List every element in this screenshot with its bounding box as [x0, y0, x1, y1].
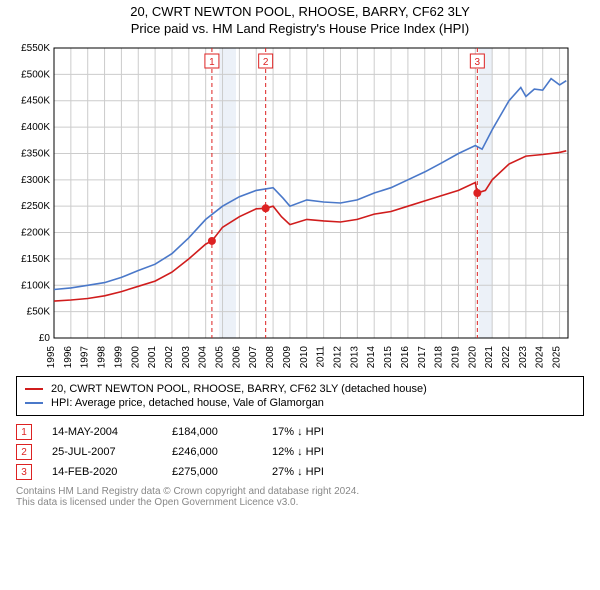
svg-text:2004: 2004	[198, 346, 209, 369]
table-row: 1 14-MAY-2004 £184,000 17% ↓ HPI	[16, 424, 584, 440]
svg-text:£250K: £250K	[21, 201, 50, 212]
svg-text:2012: 2012	[332, 346, 343, 369]
svg-text:1998: 1998	[97, 346, 108, 369]
svg-text:1: 1	[209, 57, 215, 68]
transaction-table: 1 14-MAY-2004 £184,000 17% ↓ HPI 2 25-JU…	[16, 424, 584, 480]
tx-date: 14-FEB-2020	[52, 466, 172, 478]
svg-text:2: 2	[263, 57, 269, 68]
title-line1: 20, CWRT NEWTON POOL, RHOOSE, BARRY, CF6…	[6, 4, 594, 19]
svg-text:1997: 1997	[80, 346, 91, 369]
svg-text:£300K: £300K	[21, 175, 50, 186]
svg-text:£350K: £350K	[21, 148, 50, 159]
footer-line: This data is licensed under the Open Gov…	[16, 497, 584, 508]
svg-text:2001: 2001	[147, 346, 158, 369]
svg-text:£450K: £450K	[21, 96, 50, 107]
svg-text:2013: 2013	[349, 346, 360, 369]
legend-label: 20, CWRT NEWTON POOL, RHOOSE, BARRY, CF6…	[51, 383, 427, 395]
svg-text:2023: 2023	[518, 346, 529, 369]
tx-delta: 27% ↓ HPI	[272, 466, 372, 478]
chart-wrapper: 20, CWRT NEWTON POOL, RHOOSE, BARRY, CF6…	[0, 0, 600, 514]
svg-text:2006: 2006	[231, 346, 242, 369]
svg-text:2002: 2002	[164, 346, 175, 369]
legend-item: HPI: Average price, detached house, Vale…	[25, 397, 575, 409]
svg-text:2000: 2000	[130, 346, 141, 369]
svg-text:£550K: £550K	[21, 43, 50, 54]
svg-text:£50K: £50K	[27, 307, 51, 318]
legend-item: 20, CWRT NEWTON POOL, RHOOSE, BARRY, CF6…	[25, 383, 575, 395]
tx-delta: 17% ↓ HPI	[272, 426, 372, 438]
title-block: 20, CWRT NEWTON POOL, RHOOSE, BARRY, CF6…	[6, 4, 594, 36]
svg-text:2007: 2007	[248, 346, 259, 369]
svg-text:£0: £0	[39, 333, 51, 344]
svg-text:£500K: £500K	[21, 69, 50, 80]
tx-price: £275,000	[172, 466, 272, 478]
svg-text:1995: 1995	[46, 346, 57, 369]
svg-text:2016: 2016	[400, 346, 411, 369]
svg-text:£400K: £400K	[21, 122, 50, 133]
svg-text:£200K: £200K	[21, 228, 50, 239]
svg-text:1999: 1999	[113, 346, 124, 369]
title-line2: Price paid vs. HM Land Registry's House …	[6, 21, 594, 36]
tx-price: £246,000	[172, 446, 272, 458]
tx-date: 14-MAY-2004	[52, 426, 172, 438]
svg-text:1996: 1996	[63, 346, 74, 369]
svg-text:2019: 2019	[450, 346, 461, 369]
svg-text:2024: 2024	[535, 346, 546, 369]
svg-text:2008: 2008	[265, 346, 276, 369]
svg-text:£100K: £100K	[21, 280, 50, 291]
svg-text:2020: 2020	[467, 346, 478, 369]
footer: Contains HM Land Registry data © Crown c…	[16, 486, 584, 508]
tx-marker-icon: 1	[16, 424, 32, 440]
price-chart: £0 £50K £100K £150K £200K £250K £300K £350K £400…	[6, 40, 576, 370]
svg-text:2017: 2017	[417, 346, 428, 369]
legend-label: HPI: Average price, detached house, Vale…	[51, 397, 324, 409]
svg-text:3: 3	[475, 57, 481, 68]
tx-price: £184,000	[172, 426, 272, 438]
table-row: 3 14-FEB-2020 £275,000 27% ↓ HPI	[16, 464, 584, 480]
svg-text:2014: 2014	[366, 346, 377, 369]
svg-text:2025: 2025	[552, 346, 563, 369]
svg-text:2015: 2015	[383, 346, 394, 369]
table-row: 2 25-JUL-2007 £246,000 12% ↓ HPI	[16, 444, 584, 460]
svg-text:£150K: £150K	[21, 254, 50, 265]
legend: 20, CWRT NEWTON POOL, RHOOSE, BARRY, CF6…	[16, 376, 584, 416]
footer-line: Contains HM Land Registry data © Crown c…	[16, 486, 584, 497]
svg-text:2011: 2011	[316, 346, 327, 368]
legend-swatch-blue	[25, 402, 43, 404]
tx-marker-icon: 3	[16, 464, 32, 480]
svg-text:2009: 2009	[282, 346, 293, 369]
svg-text:2010: 2010	[299, 346, 310, 369]
svg-text:2021: 2021	[484, 346, 495, 369]
tx-marker-icon: 2	[16, 444, 32, 460]
tx-delta: 12% ↓ HPI	[272, 446, 372, 458]
svg-text:2018: 2018	[434, 346, 445, 369]
svg-text:2003: 2003	[181, 346, 192, 369]
legend-swatch-red	[25, 388, 43, 390]
svg-text:2022: 2022	[501, 346, 512, 369]
svg-text:2005: 2005	[215, 346, 226, 369]
tx-date: 25-JUL-2007	[52, 446, 172, 458]
